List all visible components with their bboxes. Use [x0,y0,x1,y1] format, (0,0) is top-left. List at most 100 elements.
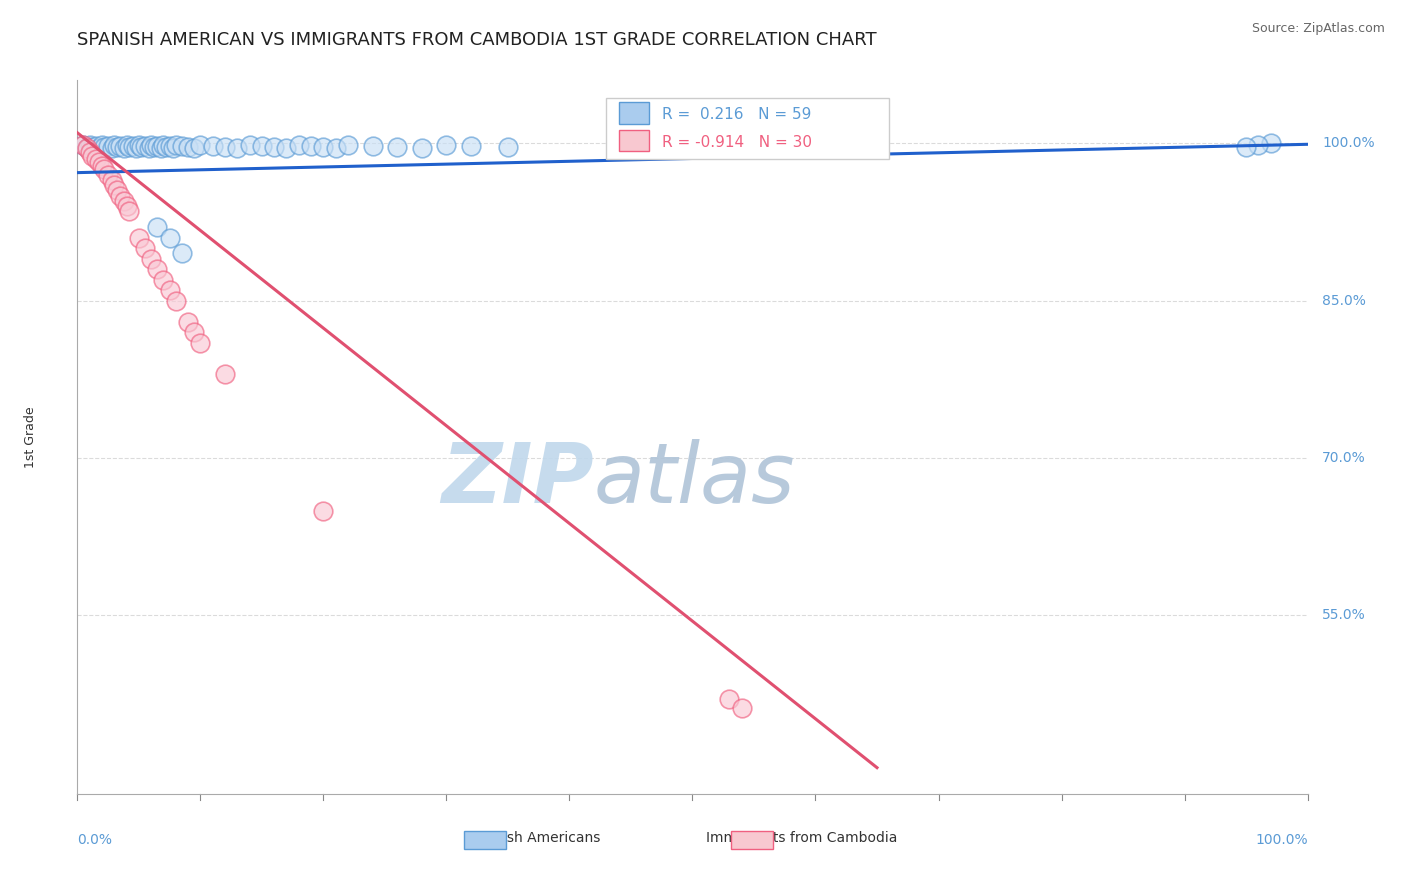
Point [82,149,104,163]
Point [128,230,150,244]
Point [337,138,360,153]
Point [312,140,335,154]
Point [146,139,169,153]
Point [97,139,120,153]
Point [103,178,125,193]
Text: atlas: atlas [595,440,796,520]
Point [142,140,165,154]
Point [250,139,273,153]
Point [103,138,125,153]
Text: R =  0.216   N = 59: R = 0.216 N = 59 [662,107,811,122]
Point [496,140,519,154]
Point [79,138,101,153]
Point [460,139,482,153]
Point [141,252,163,266]
Point [718,692,741,706]
Point [214,140,236,154]
Point [731,701,754,715]
Point [93,162,115,177]
Point [146,220,169,235]
Point [159,283,181,297]
Point [93,140,115,154]
Point [1247,138,1270,153]
Text: Spanish Americans: Spanish Americans [468,831,600,846]
Point [170,139,193,153]
Point [105,140,128,154]
Point [361,139,384,153]
Point [152,273,174,287]
Point [159,139,181,153]
FancyBboxPatch shape [619,103,650,124]
Point [146,262,169,277]
Text: Source: ZipAtlas.com: Source: ZipAtlas.com [1251,22,1385,36]
Text: 55.0%: 55.0% [1323,608,1367,623]
Point [121,139,143,153]
Point [177,140,200,154]
Point [155,140,177,154]
Point [138,141,160,155]
Point [214,367,236,381]
Point [105,184,128,198]
Point [90,138,114,153]
Point [110,188,132,202]
Point [165,293,187,308]
Point [79,145,101,159]
Point [263,140,285,154]
Point [90,159,114,173]
Point [152,138,174,153]
Point [72,138,94,153]
Point [1234,140,1257,154]
Point [188,138,212,153]
Point [82,140,104,154]
Point [76,141,98,155]
Text: SPANISH AMERICAN VS IMMIGRANTS FROM CAMBODIA 1ST GRADE CORRELATION CHART: SPANISH AMERICAN VS IMMIGRANTS FROM CAMB… [77,31,877,49]
Point [97,168,120,182]
Point [159,230,181,244]
Point [299,139,322,153]
Point [89,141,111,155]
Point [84,152,107,166]
Text: 100.0%: 100.0% [1256,833,1308,847]
Text: 1st Grade: 1st Grade [24,406,37,468]
Point [76,141,98,155]
Text: 100.0%: 100.0% [1323,136,1375,150]
Point [84,139,107,153]
Point [312,503,335,517]
Point [101,173,124,187]
Point [134,139,156,153]
Point [101,141,124,155]
Point [226,141,249,155]
Point [177,315,200,329]
Point [165,138,187,153]
Point [162,141,184,155]
Point [72,138,94,153]
Text: R = -0.914   N = 30: R = -0.914 N = 30 [662,135,811,150]
Point [411,141,433,155]
Point [134,241,156,255]
Point [201,139,224,153]
Text: Immigrants from Cambodia: Immigrants from Cambodia [706,831,897,846]
Text: ZIP: ZIP [441,440,595,520]
Point [110,139,132,153]
Point [276,141,298,155]
Point [150,141,173,155]
Point [112,141,135,155]
Text: 85.0%: 85.0% [1323,293,1367,308]
FancyBboxPatch shape [619,130,650,152]
Point [118,140,141,154]
Point [1260,136,1282,151]
Point [288,138,311,153]
Point [325,141,347,155]
Point [385,140,409,154]
Point [239,138,262,153]
Point [183,325,205,339]
Point [112,194,135,208]
FancyBboxPatch shape [606,98,890,159]
Point [89,155,111,169]
Point [128,138,150,153]
Point [118,204,141,219]
Point [125,141,148,155]
Point [170,246,193,260]
Point [183,141,205,155]
Point [141,138,163,153]
